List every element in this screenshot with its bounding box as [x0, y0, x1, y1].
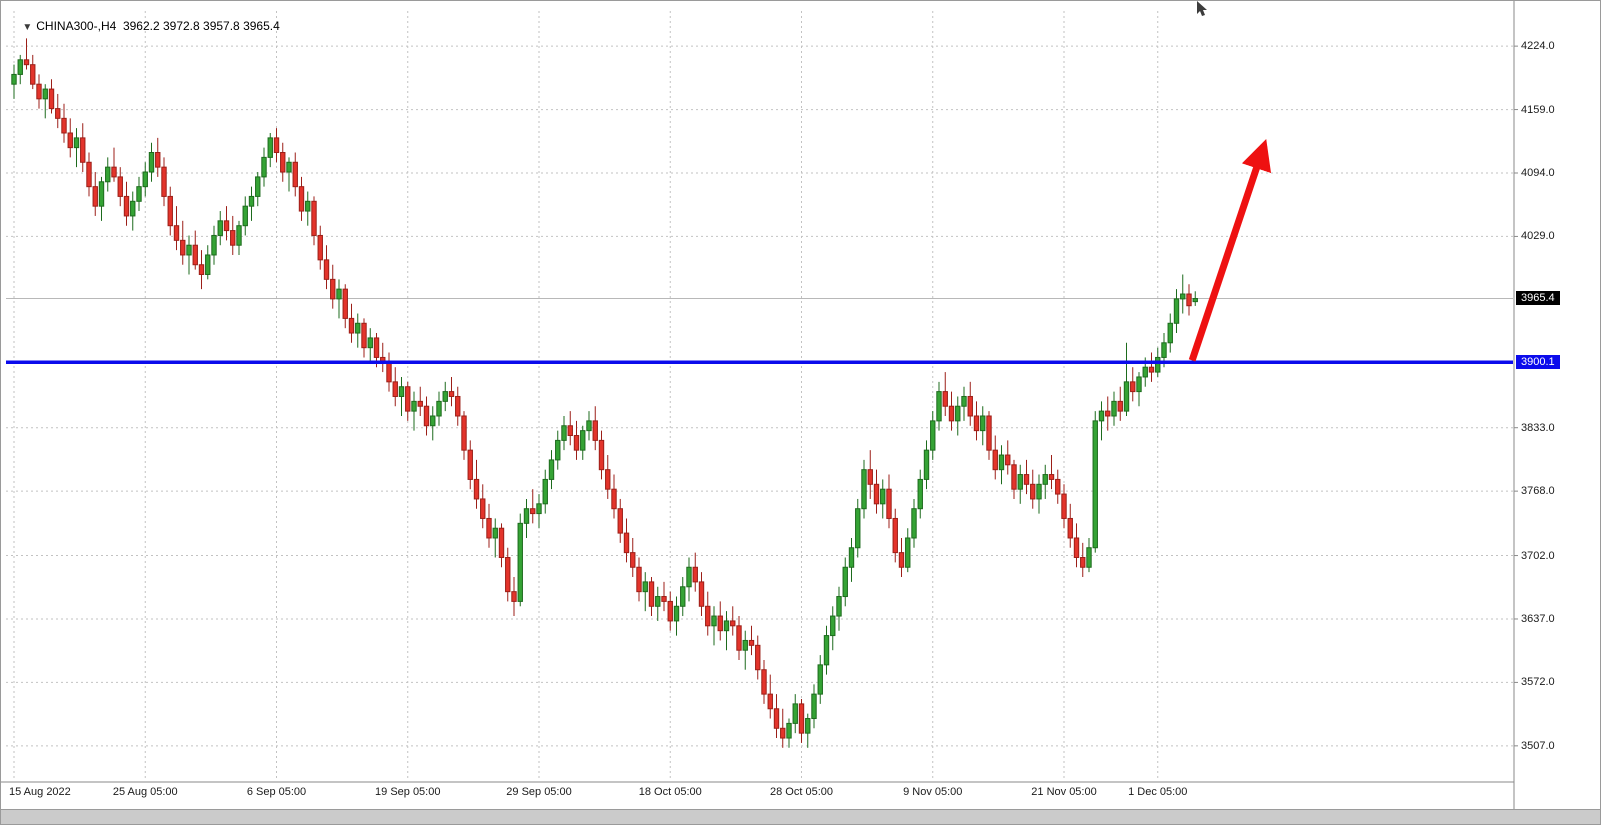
price-axis-label: 3833.0 — [1521, 421, 1555, 434]
time-axis: 15 Aug 2022 25 Aug 05:00 6 Sep 05:00 19 Sep… — [1, 783, 1513, 807]
price-axis-label: 3637.0 — [1521, 612, 1555, 625]
price-axis-label: 4224.0 — [1521, 40, 1555, 53]
price-axis-label: 4159.0 — [1521, 103, 1555, 116]
symbol-dropdown-icon[interactable]: ▼ — [22, 22, 33, 33]
price-axis: 4224.0 4159.0 4094.0 4029.0 3833.0 3768.0 3702… — [1514, 1, 1600, 809]
candles-group — [11, 38, 1198, 748]
price-axis-label: 3702.0 — [1521, 549, 1555, 562]
current-price-badge: 3965.4 — [1516, 291, 1560, 306]
gridlines-group — [6, 11, 1513, 780]
ohlc-values: 3962.2 3972.8 3957.8 3965.4 — [122, 19, 280, 33]
hline-price-badge: 3900.1 — [1516, 355, 1560, 370]
chart-header: ▼ CHINA300-,H4 3962.2 3972.8 3957.8 3965.… — [9, 5, 280, 47]
mouse-cursor-icon — [1197, 1, 1207, 16]
time-axis-label: 29 Sep 05:00 — [506, 786, 572, 798]
price-axis-label: 4029.0 — [1521, 230, 1555, 243]
window-bottom-strip — [1, 809, 1600, 824]
price-axis-label: 4094.0 — [1521, 166, 1555, 179]
time-axis-label: 25 Aug 05:00 — [112, 786, 178, 798]
time-axis-label: 1 Dec 05:00 — [1128, 786, 1188, 798]
time-axis-label: 21 Nov 05:00 — [1031, 786, 1097, 798]
time-axis-label: 6 Sep 05:00 — [246, 786, 307, 798]
time-axis-label: 15 Aug 2022 — [9, 786, 71, 798]
price-axis-label: 3572.0 — [1521, 676, 1555, 689]
header-spacer — [116, 19, 123, 33]
time-axis-label: 28 Oct 05:00 — [770, 786, 833, 798]
time-axis-label: 18 Oct 05:00 — [638, 786, 702, 798]
price-axis-label: 3768.0 — [1521, 485, 1555, 498]
time-axis-label: 19 Sep 05:00 — [375, 786, 441, 798]
symbol-period-label: CHINA300-,H4 — [36, 19, 117, 33]
price-axis-label: 3507.0 — [1521, 739, 1555, 752]
time-axis-label: 9 Nov 05:00 — [903, 786, 963, 798]
trend-arrow[interactable] — [1188, 139, 1272, 362]
